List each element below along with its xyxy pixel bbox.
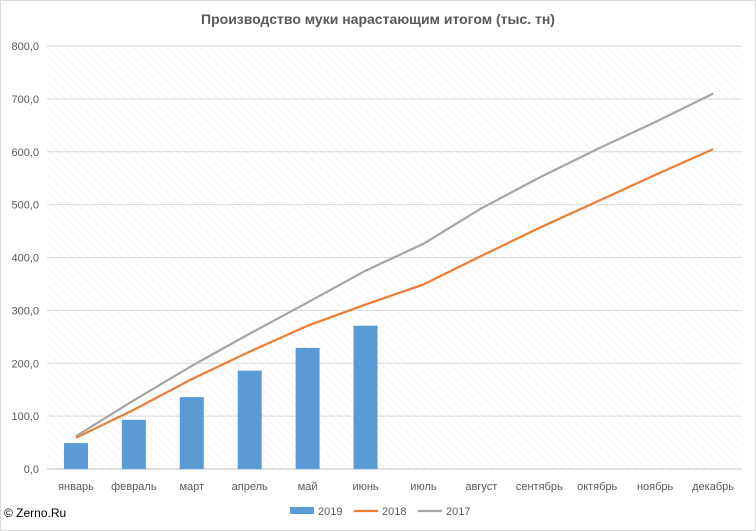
line-series <box>75 92 714 439</box>
bar-2019 <box>63 443 88 469</box>
y-tick-label: 100,0 <box>11 411 39 423</box>
x-tick-label: май <box>298 481 318 493</box>
chart-title: Производство муки нарастающим итогом (ты… <box>201 11 555 27</box>
y-tick-label: 600,0 <box>11 147 39 159</box>
x-tick-label: июль <box>410 481 437 493</box>
x-tick-label: октябрь <box>577 481 617 493</box>
x-tick-label: март <box>179 481 204 493</box>
y-tick-label: 700,0 <box>11 94 39 106</box>
legend-item-2017: 2017 <box>418 506 470 518</box>
copyright-text: © Zerno.Ru <box>4 506 67 520</box>
x-tick-label: декабрь <box>692 481 734 493</box>
legend: 2019 2018 2017 <box>290 506 470 518</box>
bar-2019 <box>179 397 204 469</box>
line-2017 <box>75 92 714 438</box>
x-tick-label: апрель <box>232 481 268 493</box>
x-tick-label: сентябрь <box>516 481 563 493</box>
legend-swatch <box>290 507 314 514</box>
legend-label: 2019 <box>318 506 342 518</box>
x-tick-label: ноябрь <box>637 481 674 493</box>
line-2018 <box>75 148 714 439</box>
x-tick-label: февраль <box>111 481 157 493</box>
bar-series-2019 <box>63 325 378 469</box>
legend-item-2018: 2018 <box>354 506 406 518</box>
x-tick-label: январь <box>58 481 94 493</box>
legend-item-2019: 2019 <box>290 506 342 518</box>
legend-label: 2017 <box>446 506 470 518</box>
y-tick-label: 400,0 <box>11 253 39 265</box>
x-tick-label: август <box>465 481 497 493</box>
y-tick-label: 200,0 <box>11 358 39 370</box>
y-axis: 0,0 100,0 200,0 300,0 400,0 500,0 600,0 700,0 80… <box>11 41 742 476</box>
bar-2019 <box>237 370 262 469</box>
legend-label: 2018 <box>382 506 406 518</box>
bar-2019 <box>353 325 378 469</box>
y-tick-label: 300,0 <box>11 305 39 317</box>
y-tick-label: 800,0 <box>11 41 39 53</box>
x-axis: январь февраль март апрель май июнь июль август… <box>47 468 742 493</box>
bar-2019 <box>295 347 320 469</box>
bar-2019 <box>121 419 146 469</box>
x-tick-label: июнь <box>352 481 378 493</box>
y-tick-label: 500,0 <box>11 200 39 212</box>
y-tick-label: 0,0 <box>24 464 39 476</box>
